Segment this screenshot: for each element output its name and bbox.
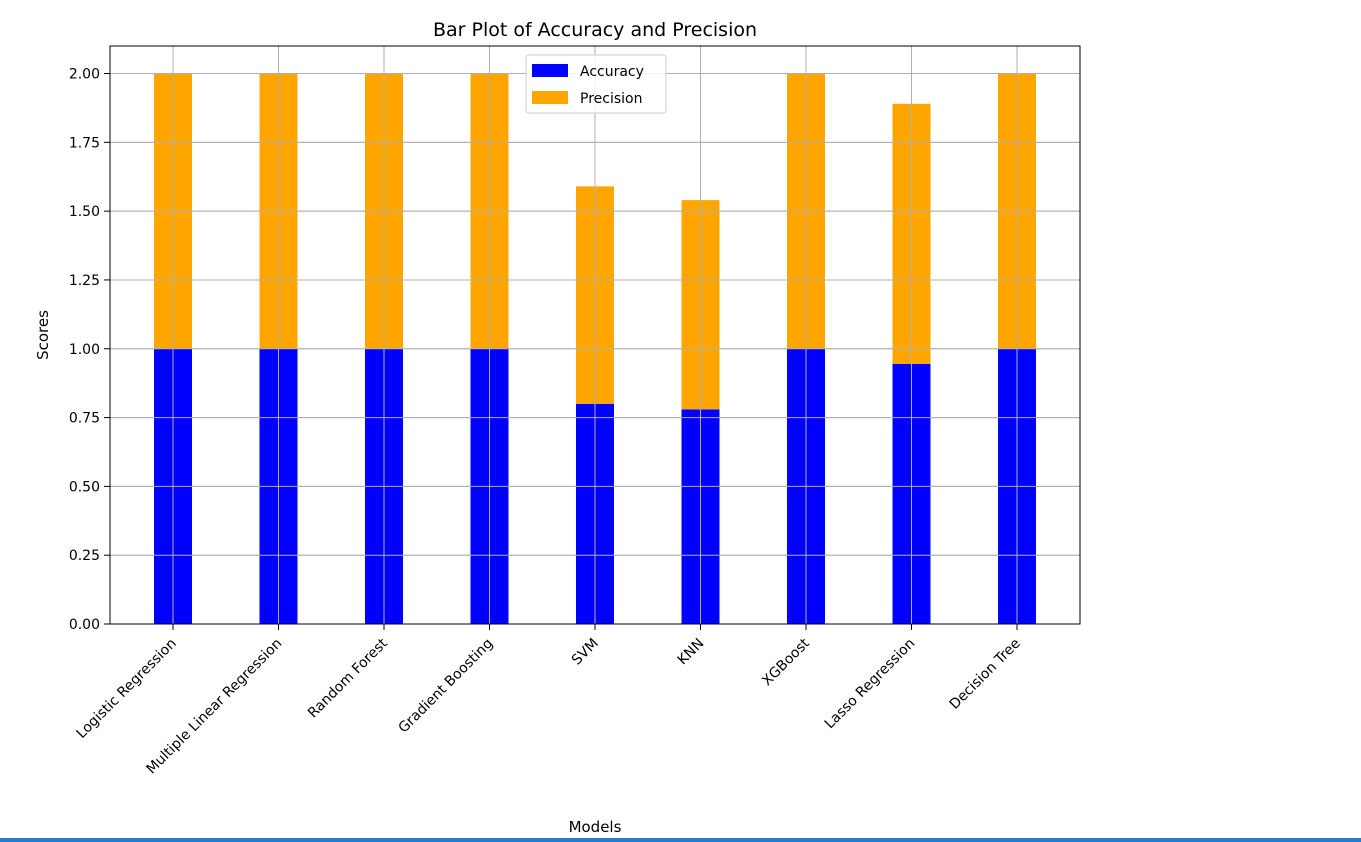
y-tick-label: 0.75 [69,411,100,427]
y-tick-label: 1.25 [69,273,100,289]
y-ticks: 0.00 0.25 0.50 0.75 1.00 1.25 1.50 1.75 2.00 [69,67,110,633]
y-tick-label: 0.00 [69,617,100,633]
chart-title: Bar Plot of Accuracy and Precision [433,19,757,41]
x-tick-label: Random Forest [305,635,391,721]
x-axis-label: Models [569,818,622,836]
legend-swatch-accuracy [532,64,568,77]
y-tick-label: 0.25 [69,548,100,564]
y-tick-label: 1.00 [69,342,100,358]
y-tick-label: 1.50 [69,204,100,220]
x-tick-label: Gradient Boosting [396,636,497,737]
legend-label-accuracy: Accuracy [580,64,644,80]
x-tick-label: KNN [675,636,708,669]
x-tick-label: Lasso Regression [822,636,919,733]
y-axis-label: Scores [34,310,52,360]
x-tick-label: Logistic Regression [74,636,180,742]
legend: Accuracy Precision [525,54,667,114]
legend-swatch-precision [532,91,568,104]
y-tick-label: 0.50 [69,479,100,495]
y-tick-label: 1.75 [69,135,100,151]
x-tick-label: Decision Tree [947,636,1024,713]
legend-label-precision: Precision [580,91,642,107]
x-tick-label: SVM [569,636,602,669]
y-tick-label: 2.00 [69,67,100,83]
bottom-accent-bar [0,838,1361,842]
bars [110,46,1080,625]
x-tick-label: XGBoost [759,635,813,689]
